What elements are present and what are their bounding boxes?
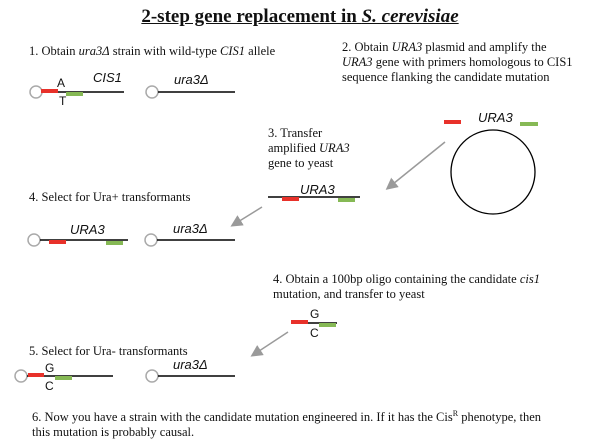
base-a: A <box>57 76 66 90</box>
label-ura3-delta-3: ura3Δ <box>173 357 208 372</box>
step-3-text: 3. Transfer amplified URA3 gene to yeast <box>268 126 350 170</box>
plasmid-ura3 <box>444 120 538 215</box>
centromere-icon <box>14 369 28 383</box>
page-title: 2-step gene replacement in S. cerevisiae <box>141 6 459 27</box>
arrow-fragment-to-yeast <box>230 206 263 227</box>
centromere-icon <box>145 85 159 99</box>
centromere-icon <box>144 233 158 247</box>
label-ura3-delta-1: ura3Δ <box>174 72 209 87</box>
centromere-icon <box>29 85 43 99</box>
chromosome-ura3-integrated <box>27 233 128 247</box>
arrow-oligo-to-yeast <box>250 331 289 357</box>
base-c-chromosome: C <box>45 379 54 393</box>
step-2-text: 2. Obtain URA3 plasmid and amplify the U… <box>342 40 573 84</box>
base-g-oligo: G <box>310 307 320 321</box>
step-6-text: 6. Now you have a strain with the candid… <box>32 409 542 440</box>
amplified-ura3-fragment <box>268 196 360 202</box>
centromere-icon <box>27 233 41 247</box>
step-1-text: 1. Obtain ura3Δ strain with wild-type CI… <box>29 44 276 58</box>
step-4-text: 4. Select for Ura+ transformants <box>29 190 191 204</box>
chromosome-ura3-delta-2 <box>144 233 235 247</box>
label-integrated-ura3: URA3 <box>70 222 105 237</box>
base-c-oligo: C <box>310 326 319 340</box>
label-fragment-ura3: URA3 <box>300 182 335 197</box>
oligo-fragment <box>291 320 337 327</box>
centromere-icon <box>145 369 159 383</box>
label-cis1: CIS1 <box>93 70 122 85</box>
plasmid-circle <box>450 129 536 215</box>
chromosome-ura3-delta-1 <box>145 85 235 99</box>
label-plasmid-ura3: URA3 <box>478 110 513 125</box>
arrow-plasmid-to-fragment <box>385 141 446 190</box>
chromosome-mutated <box>14 369 113 383</box>
chromosome-ura3-delta-3 <box>145 369 235 383</box>
base-t: T <box>59 94 67 108</box>
base-g-chromosome: G <box>45 361 55 375</box>
chromosome-cis1 <box>29 85 124 99</box>
step-5-text: 5. Select for Ura- transformants <box>29 344 188 358</box>
label-ura3-delta-2: ura3Δ <box>173 221 208 236</box>
step-4b-text: 4. Obtain a 100bp oligo containing the c… <box>273 272 540 301</box>
